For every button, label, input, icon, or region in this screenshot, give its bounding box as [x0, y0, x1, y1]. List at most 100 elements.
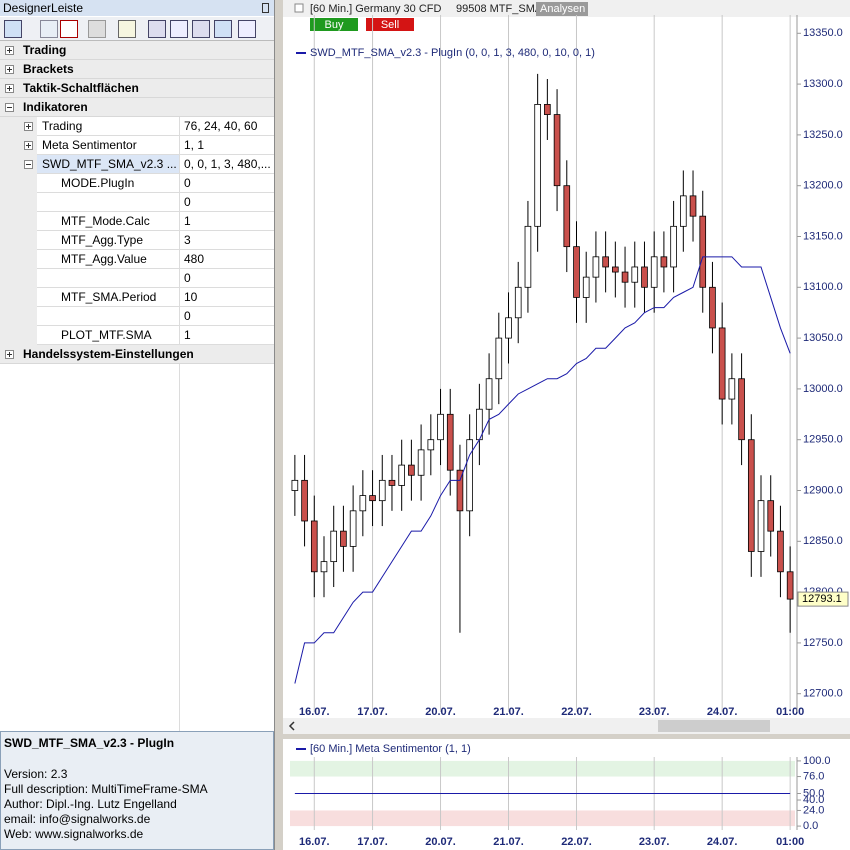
tree-expander[interactable]: [5, 46, 14, 55]
tree-expander[interactable]: [5, 350, 14, 359]
param-label: MTF_Mode.Calc: [61, 214, 150, 228]
order-button[interactable]: [310, 18, 358, 31]
tree-value: 1, 1: [184, 138, 205, 152]
description-line: Web: www.signalworks.de: [4, 827, 144, 841]
tree-indent: [0, 155, 37, 174]
tool-button[interactable]: [192, 20, 210, 38]
y-tick-label: 12950.0: [803, 434, 843, 446]
tree-expander[interactable]: [24, 160, 33, 169]
description-line: Full description: MultiTimeFrame-SMA: [4, 782, 208, 796]
x-tick-label: 24.07.: [707, 706, 738, 718]
tree-indent: [0, 117, 37, 136]
tree-expander[interactable]: [24, 122, 33, 131]
candle-body: [359, 495, 367, 512]
column-divider: [179, 212, 180, 231]
tool-button[interactable]: [238, 20, 256, 38]
candle-body: [340, 530, 347, 547]
tree-row[interactable]: [0, 193, 274, 212]
expander-bar: [7, 107, 12, 108]
candle-body: [437, 413, 444, 441]
y-tick-label: 24.0: [803, 804, 824, 816]
tree-group-label: Taktik-Schaltflächen: [23, 81, 139, 95]
tree-expander[interactable]: [5, 84, 14, 93]
tree-row[interactable]: [0, 307, 274, 326]
column-divider: [179, 269, 180, 288]
tree-expander[interactable]: [24, 141, 33, 150]
scroll-thumb[interactable]: [658, 720, 770, 732]
y-tick-label: 50.0: [803, 787, 824, 799]
tree-row[interactable]: [0, 269, 274, 288]
x-tick-label: 23.07.: [639, 836, 670, 848]
candle-body: [544, 104, 551, 115]
y-tick-label: 13100.0: [803, 281, 843, 293]
tool-button[interactable]: [40, 20, 58, 38]
candle-body: [728, 378, 736, 400]
tree-row[interactable]: [0, 231, 274, 250]
header-box[interactable]: [294, 3, 304, 13]
tree-indent: [0, 269, 37, 288]
candle-body: [699, 215, 707, 288]
tree-group-row[interactable]: [0, 79, 274, 98]
y-tick-label: 40.0: [803, 794, 824, 806]
tree-group-row[interactable]: [0, 60, 274, 79]
tool-button[interactable]: [4, 20, 22, 38]
tool-button[interactable]: [170, 20, 188, 38]
candle-body: [612, 266, 619, 273]
tool-button[interactable]: [88, 20, 106, 38]
expander-bar: [28, 143, 29, 148]
candle-body: [553, 114, 561, 187]
description-line: Version: 2.3: [4, 767, 68, 781]
tree-group-label: Trading: [23, 43, 67, 57]
candle-body: [602, 256, 609, 268]
tool-button[interactable]: [148, 20, 166, 38]
column-divider: [179, 231, 180, 250]
candle-body: [301, 479, 308, 522]
tree-row[interactable]: [0, 212, 274, 231]
instrument: [60 Min.] Germany 30 CFD: [310, 3, 441, 15]
order-button[interactable]: [366, 18, 414, 31]
tool-button[interactable]: [118, 20, 136, 38]
expander-bar: [9, 86, 10, 91]
tree-group-row[interactable]: [0, 41, 274, 60]
tree-row[interactable]: [0, 117, 274, 136]
candle-body: [456, 469, 464, 512]
tab-bg[interactable]: [536, 2, 588, 16]
candle-body: [408, 464, 415, 476]
column-divider: [179, 174, 180, 193]
tree-expander[interactable]: [5, 65, 14, 74]
x-tick-label: 20.07.: [425, 706, 456, 718]
param-value: 3: [184, 233, 191, 247]
description-line: email: info@signalworks.de: [4, 812, 151, 826]
pin-icon[interactable]: [262, 3, 269, 13]
tree-row[interactable]: [0, 326, 274, 345]
scroll-arrow[interactable]: [288, 721, 295, 731]
candle-body: [291, 479, 299, 491]
candle-body: [417, 449, 425, 476]
x-tick-label: 24.07.: [707, 836, 738, 848]
sidebar: DesignerLeiste Trading Brackets Taktik-Sch…: [0, 0, 275, 850]
candle-body: [777, 530, 784, 573]
last-price-label: 12793.1: [802, 593, 842, 605]
expander-bar: [9, 67, 10, 72]
candle-body: [650, 256, 658, 288]
tree-row[interactable]: [0, 174, 274, 193]
column-divider: [179, 136, 180, 155]
tree-group-row[interactable]: [0, 345, 274, 364]
tree-group-label: Indikatoren: [23, 100, 88, 114]
x-tick-label: 20.07.: [425, 836, 456, 848]
candle-body: [738, 378, 745, 441]
tab: Analysen: [540, 3, 585, 15]
candle-body: [592, 256, 600, 278]
y-tick-label: 76.0: [803, 770, 824, 782]
order-button-label: Buy: [325, 19, 344, 31]
tree-row[interactable]: [0, 288, 274, 307]
y-tick-label: 13350.0: [803, 27, 843, 39]
tree-row[interactable]: [0, 250, 274, 269]
tree-group-row[interactable]: [0, 98, 274, 117]
tool-button[interactable]: [60, 20, 78, 38]
tool-button[interactable]: [214, 20, 232, 38]
param-label: MTF_Agg.Type: [61, 233, 144, 247]
param-value: 0: [184, 271, 191, 285]
tree-row[interactable]: [0, 136, 274, 155]
tree-expander[interactable]: [5, 103, 14, 112]
